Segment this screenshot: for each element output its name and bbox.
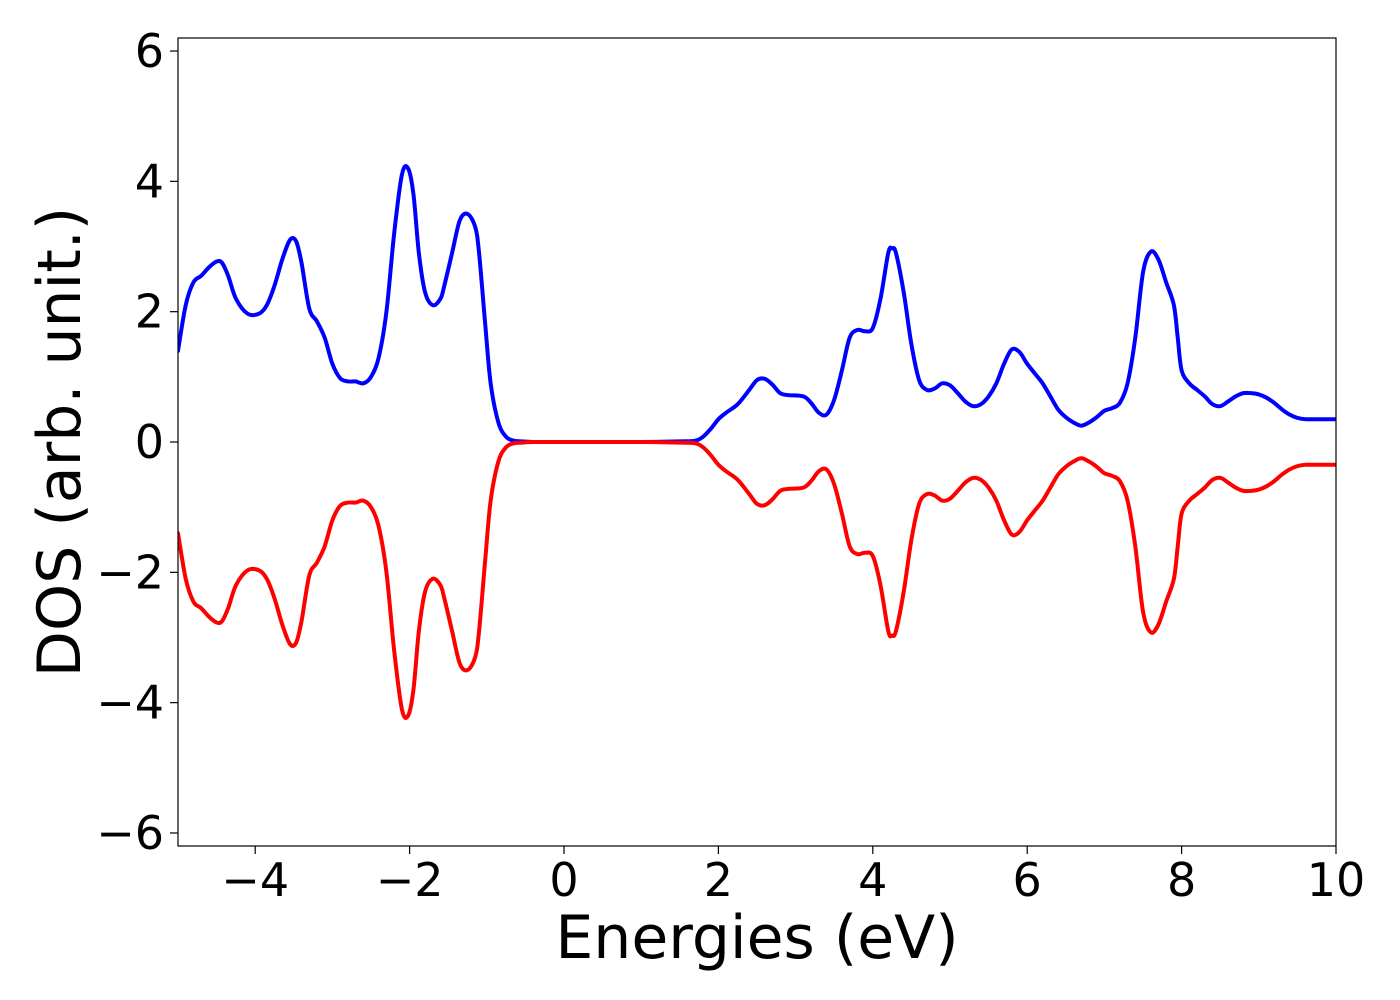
y-tick-label: 6: [135, 24, 164, 78]
x-axis-title: Energies (eV): [555, 903, 958, 973]
x-tick-label: 2: [704, 853, 733, 907]
x-tick-label: 4: [858, 853, 887, 907]
y-axis-title: DOS (arb. unit.): [25, 207, 95, 677]
y-tick-label: 2: [135, 285, 164, 339]
axis-ticks: −4 −2 0 2 4 6 8 10 −6 −4 −2 0 2 4 6: [96, 24, 1365, 907]
x-tick-label: 8: [1167, 853, 1196, 907]
series-line-down: [178, 439, 1336, 720]
plot-area: [178, 164, 1336, 720]
x-tick-label: 10: [1307, 853, 1366, 907]
plot-frame: [177, 37, 1337, 847]
y-tick-label: −2: [96, 545, 164, 599]
x-tick-label: 6: [1013, 853, 1042, 907]
x-tick-label: −4: [221, 853, 289, 907]
y-tick-label: 0: [135, 415, 164, 469]
x-tick-label: −2: [376, 853, 444, 907]
y-tick-label: 4: [135, 154, 164, 208]
x-tick-label: 0: [549, 853, 578, 907]
y-tick-label: −6: [96, 806, 164, 860]
series-line-up: [178, 164, 1336, 445]
y-tick-label: −4: [96, 676, 164, 730]
